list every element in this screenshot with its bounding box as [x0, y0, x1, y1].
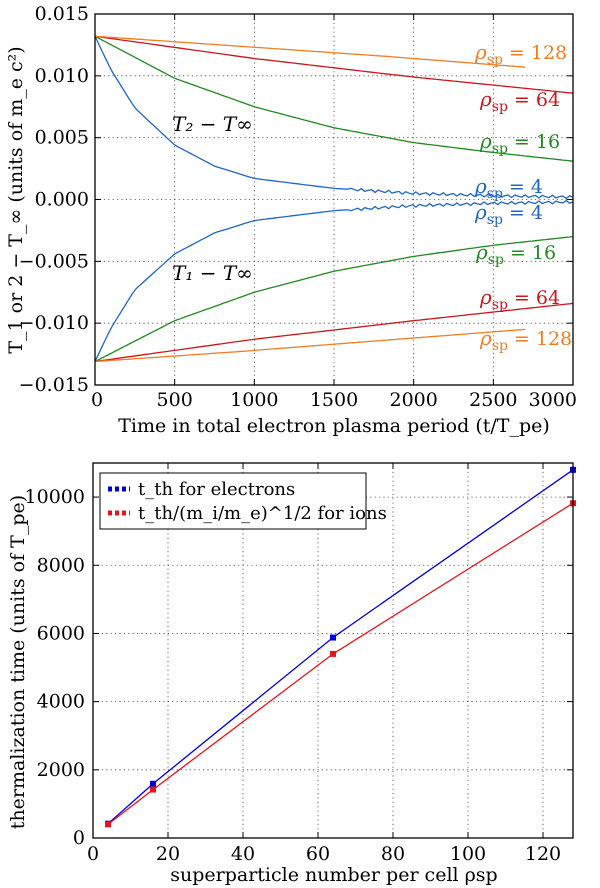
bottom-data-point [330, 650, 336, 657]
bottom-y-tick-label: 2000 [37, 759, 85, 781]
top-series-line [94, 35, 526, 68]
top-series-line [94, 199, 574, 362]
legend-label-ions: t_th/(m_i/m_e)^1/2 for ions [138, 503, 387, 524]
bottom-x-tick-label: 40 [231, 843, 255, 865]
top-x-tick-label: 0 [91, 389, 103, 411]
top-x-tick-label: 3000 [529, 389, 577, 411]
annotation-t1: T₁ − T∞ [172, 261, 253, 285]
top-y-tick-label: −0.005 [19, 250, 89, 272]
bottom-frame [92, 462, 574, 839]
bottom-x-tick-label: 80 [381, 843, 405, 865]
bottom-data-point [105, 821, 111, 828]
top-series-line [94, 235, 574, 363]
bottom-y-tick-label: 4000 [37, 691, 85, 713]
bottom-x-tick-label: 0 [87, 843, 99, 865]
legend-box [99, 472, 367, 530]
legend: t_th for electrons t_th/(m_i/m_e)^1/2 fo… [99, 472, 387, 530]
top-series-label: ρsp = 64 [479, 87, 560, 115]
top-series-label: ρsp = 128 [474, 40, 567, 68]
top-x-tick-label: 500 [157, 389, 193, 411]
top-series-line [94, 35, 574, 162]
bottom-x-axis-label: superparticle number per cell ρsp [170, 864, 497, 886]
bottom-x-tick-label: 120 [525, 843, 561, 865]
bottom-plot: 0 2000 4000 6000 8000 10000 0 20 40 60 80 100 120 t_… [7, 462, 576, 886]
top-series-line [94, 35, 574, 94]
bottom-data-point [330, 634, 336, 641]
top-series-label: ρsp = 64 [479, 285, 560, 313]
top-series-label: ρsp = 4 [474, 174, 543, 202]
bottom-data-point [150, 780, 156, 787]
bottom-y-axis-label: thermalization time (units of T_pe) [7, 495, 29, 829]
bottom-y-tick-label: 10000 [25, 486, 85, 508]
top-x-tick-label: 2000 [389, 389, 437, 411]
legend-label-electrons: t_th for electrons [138, 479, 295, 500]
top-axes: −0.015 −0.010 −0.005 0.000 0.005 0.010 0.015 0 5… [19, 3, 577, 411]
bottom-axes: 0 2000 4000 6000 8000 10000 0 20 40 60 80 100 120 [25, 462, 574, 865]
annotation-t2: T₂ − T∞ [172, 112, 253, 136]
top-frame [94, 13, 574, 386]
top-x-tick-label: 1000 [230, 389, 278, 411]
top-annotations: T₂ − T∞ T₁ − T∞ [172, 112, 253, 285]
bottom-x-tick-label: 20 [156, 843, 180, 865]
top-series-label: ρsp = 16 [479, 129, 560, 157]
top-y-tick-label: −0.015 [19, 374, 89, 396]
bottom-y-tick-label: 8000 [37, 554, 85, 576]
top-x-tick-label: 1500 [310, 389, 358, 411]
top-series-line [94, 36, 574, 200]
top-series [94, 35, 574, 363]
bottom-y-tick-label: 0 [73, 827, 85, 849]
bottom-x-tick-label: 60 [306, 843, 330, 865]
bottom-data-point [150, 786, 156, 793]
bottom-x-tick-label: 100 [450, 843, 486, 865]
top-series-label: ρsp = 16 [475, 240, 556, 268]
top-y-tick-label: 0.010 [35, 65, 89, 87]
top-y-tick-label: 0.000 [35, 189, 89, 211]
top-series-label: ρsp = 4 [474, 200, 543, 228]
top-series-label: ρsp = 128 [479, 326, 572, 354]
top-y-tick-label: −0.010 [19, 312, 89, 334]
bottom-series-line [107, 469, 574, 825]
bottom-series-line [107, 502, 574, 825]
top-x-tick-label: 2500 [469, 389, 517, 411]
top-y-tick-label: 0.015 [35, 3, 89, 25]
top-x-axis-label: Time in total electron plasma period (t/… [118, 415, 550, 437]
top-series-line [94, 328, 526, 363]
bottom-y-tick-label: 6000 [37, 622, 85, 644]
top-y-tick-label: 0.005 [35, 127, 89, 149]
top-y-axis-label: T_1 or 2 − T_∞ (units of m_e c²) [5, 46, 27, 353]
top-series-line [94, 302, 574, 363]
